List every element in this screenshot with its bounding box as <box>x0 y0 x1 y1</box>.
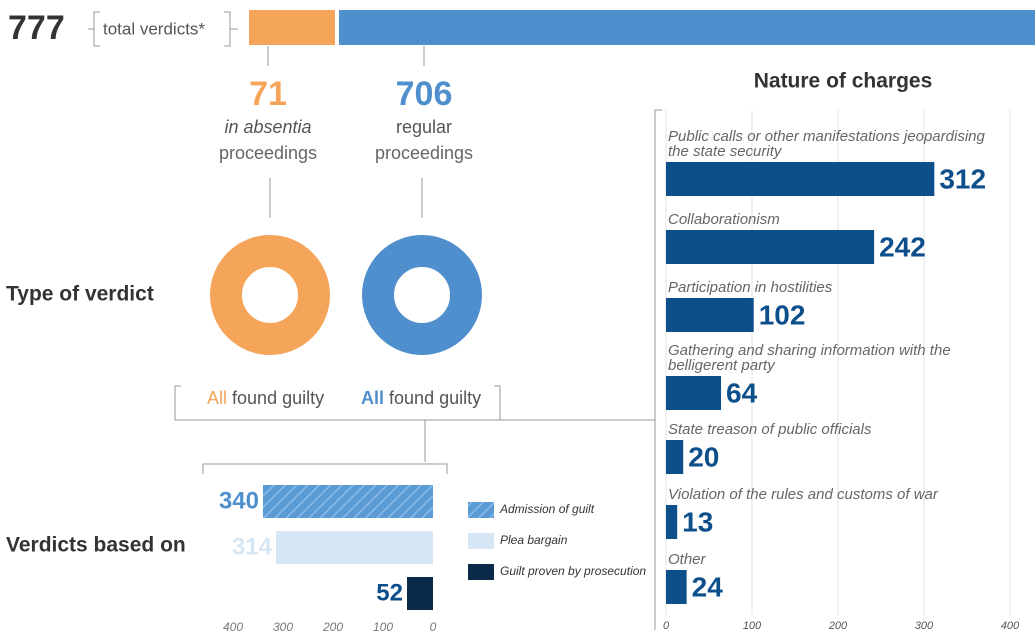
legend-label: Admission of guilt <box>499 502 595 516</box>
category-label: Other <box>668 551 706 568</box>
caption: regular <box>396 117 452 137</box>
value-label: 706 <box>396 75 453 113</box>
bar <box>666 376 722 410</box>
category-label: Participation in hostilities <box>668 279 833 296</box>
bracket <box>500 109 662 630</box>
x-tick-label: 200 <box>322 620 343 634</box>
category-label: Gathering and sharing information with t… <box>668 342 951 374</box>
verdict-text: found guilty <box>232 388 324 408</box>
bar <box>666 570 687 604</box>
legend-swatch <box>468 533 494 549</box>
bar <box>666 298 754 332</box>
category-label: Public calls or other manifestations jeo… <box>668 128 985 160</box>
x-tick-label: 300 <box>273 620 293 634</box>
bracket <box>224 11 238 47</box>
verdict-label: All found guilty <box>207 388 324 408</box>
value-label: 52 <box>376 579 403 606</box>
x-tick-label: 400 <box>1001 620 1020 632</box>
bar <box>666 505 678 539</box>
value-label: 13 <box>682 506 713 537</box>
value-label: 312 <box>939 163 986 194</box>
section-title: Verdicts based on <box>6 534 186 557</box>
value-label: 24 <box>692 571 724 602</box>
bar <box>263 485 433 518</box>
bracket <box>174 385 501 462</box>
x-tick-label: 400 <box>223 620 243 634</box>
x-tick-label: 0 <box>663 620 670 632</box>
value-label: 20 <box>688 441 719 472</box>
caption: proceedings <box>375 143 473 163</box>
caption: in absentia <box>224 117 311 137</box>
verdict-text: found guilty <box>389 388 481 408</box>
verdict-label: All found guilty <box>361 388 481 408</box>
value-label: 64 <box>726 377 758 408</box>
value-label: 102 <box>759 299 806 330</box>
x-tick-label: 0 <box>430 620 437 634</box>
x-tick-label: 100 <box>743 620 762 632</box>
bar <box>666 162 935 196</box>
total-label: total verdicts* <box>103 19 205 38</box>
value-label: 314 <box>232 533 273 560</box>
bracket <box>88 11 100 47</box>
x-tick-label: 300 <box>915 620 934 632</box>
total: 777 <box>8 9 65 47</box>
legend-label: Plea bargain <box>500 533 568 547</box>
chart-title: Nature of charges <box>754 70 933 93</box>
bar <box>407 577 433 610</box>
bracket <box>202 463 448 474</box>
category-label: Violation of the rules and customs of wa… <box>668 486 938 503</box>
bar <box>338 10 1035 45</box>
bar <box>666 230 875 264</box>
value-label: 71 <box>249 75 287 113</box>
section-title: Type of verdict <box>6 283 154 306</box>
x-tick-label: 100 <box>373 620 393 634</box>
value-label: 340 <box>219 487 259 514</box>
connector <box>267 46 425 218</box>
verdict-strong: All <box>207 388 227 408</box>
legend-label: Guilt proven by prosecution <box>500 564 646 578</box>
donut <box>362 235 482 355</box>
value-label: 242 <box>879 231 926 262</box>
legend-swatch <box>468 502 494 518</box>
legend-swatch <box>468 564 494 580</box>
category-label: Collaborationism <box>668 211 780 228</box>
x-tick-label: 200 <box>828 620 848 632</box>
donut <box>210 235 330 355</box>
bar <box>276 531 433 564</box>
bar <box>666 440 684 474</box>
bar <box>249 10 335 45</box>
category-label: State treason of public officials <box>668 421 872 438</box>
caption: proceedings <box>219 143 317 163</box>
verdict-strong: All <box>361 388 384 408</box>
